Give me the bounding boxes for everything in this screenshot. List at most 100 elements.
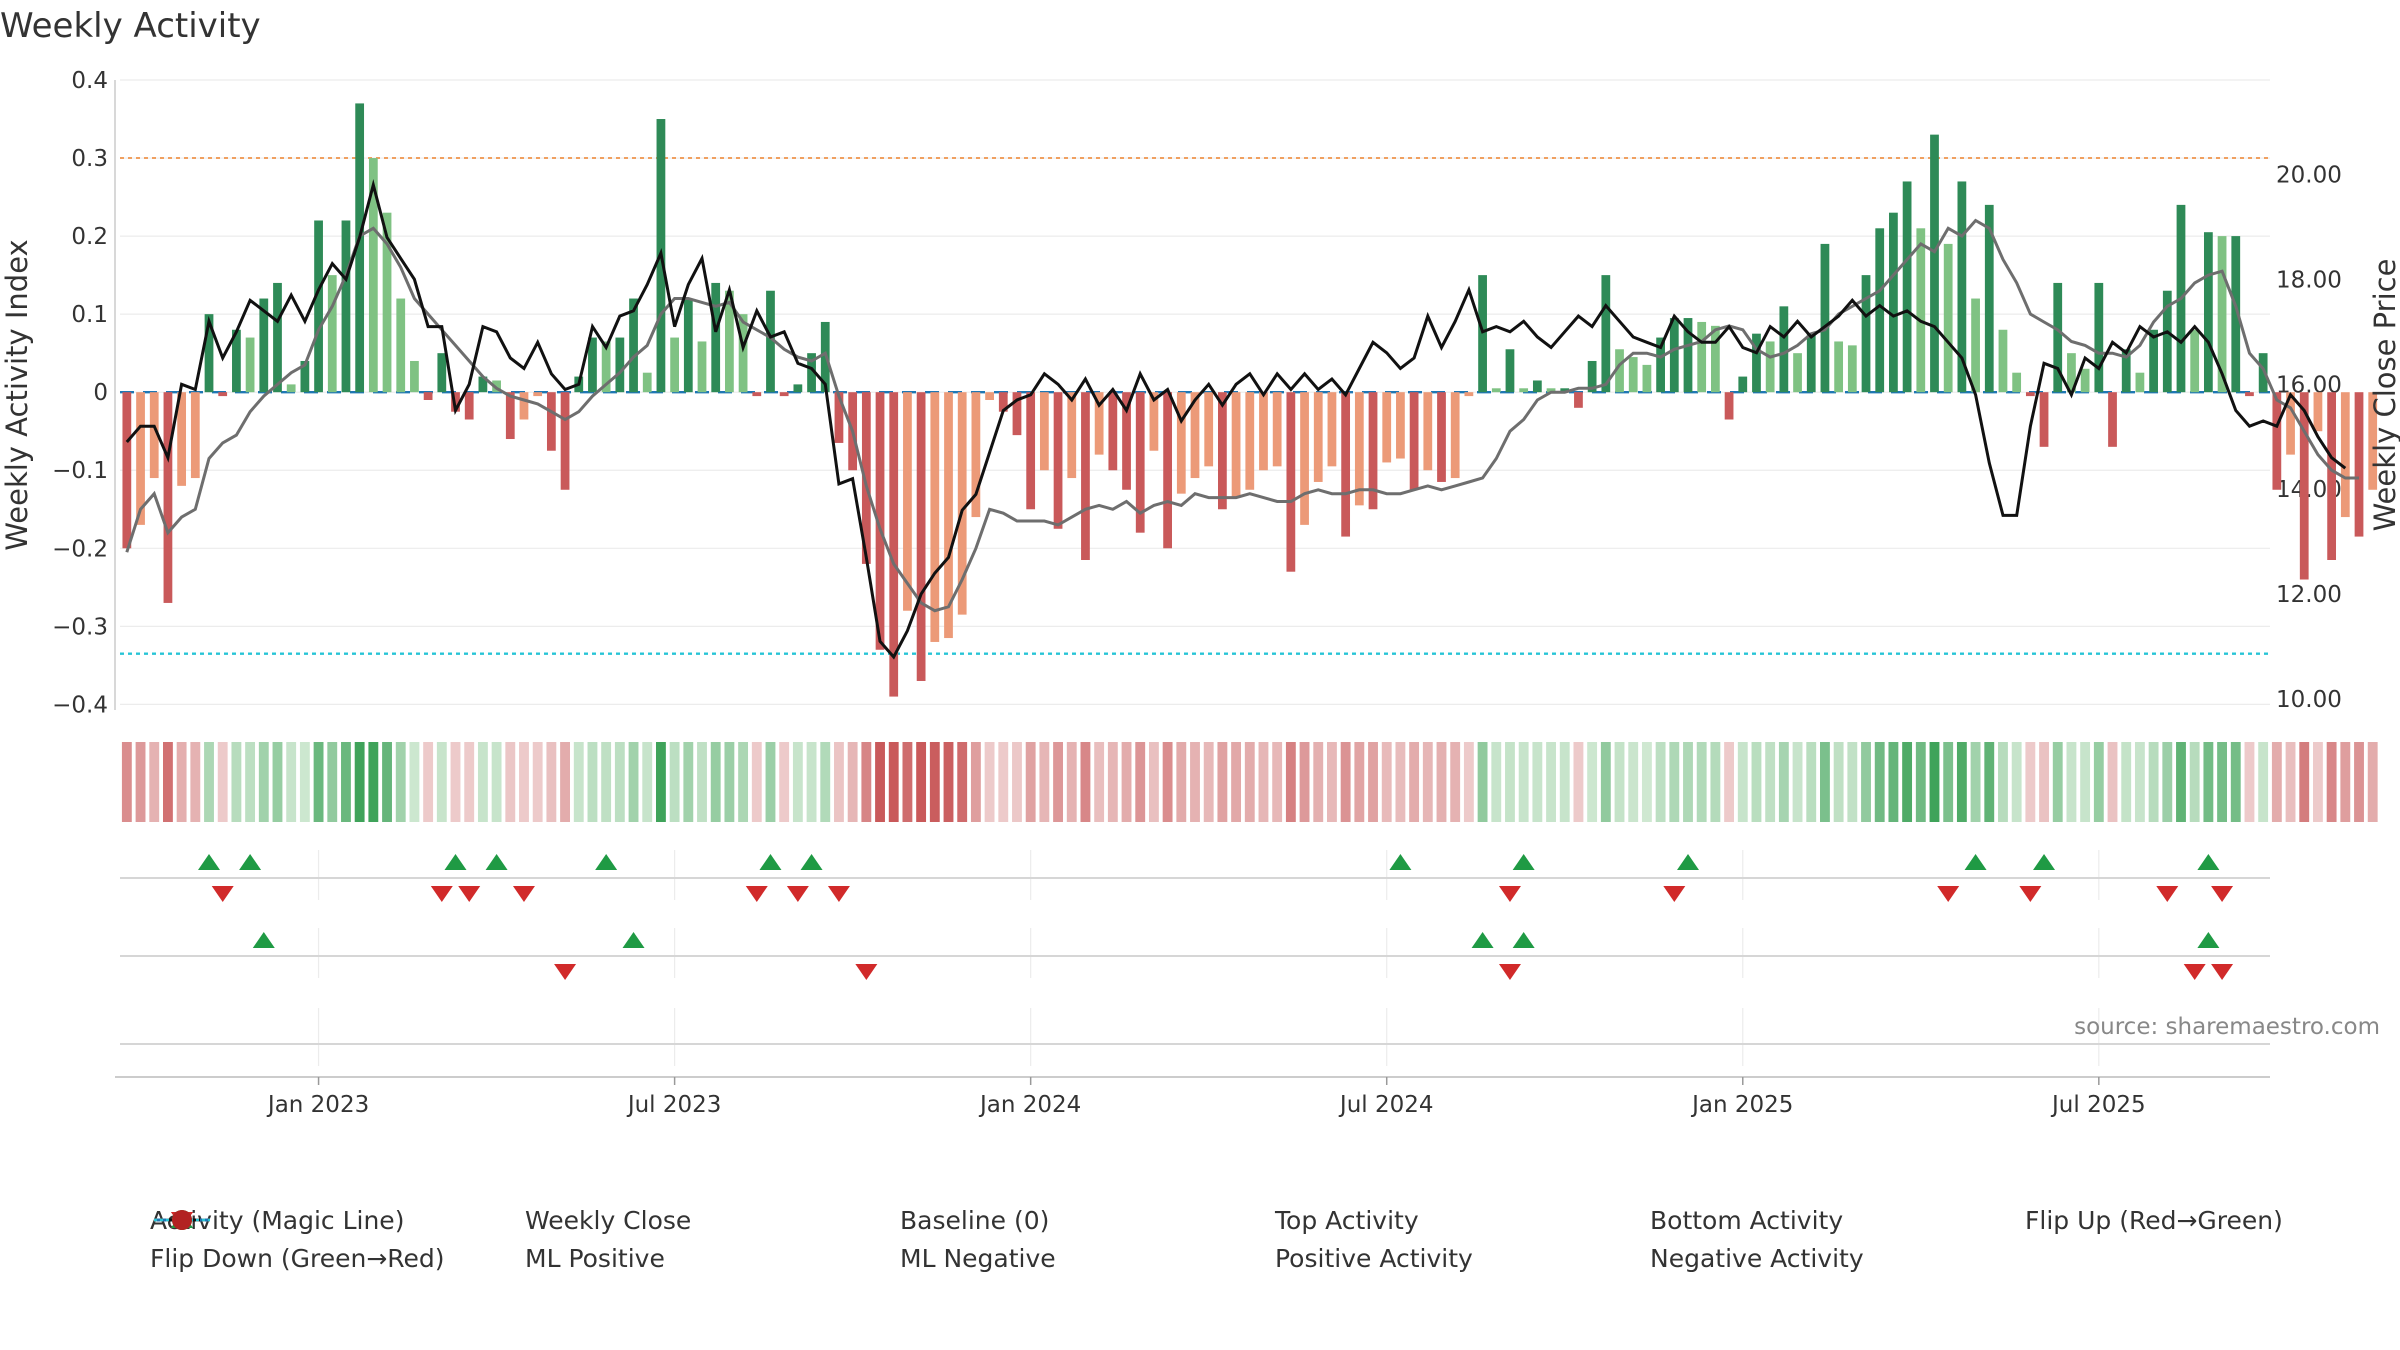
ribbon-cell	[1066, 742, 1077, 822]
chart-title: Weekly Activity	[0, 6, 261, 46]
legend-label: Weekly Close	[525, 1205, 692, 1235]
ribbon-cell	[1463, 742, 1474, 822]
activity-bar	[1697, 321, 1707, 393]
ribbon-cell	[1258, 742, 1269, 822]
ribbon-cell	[505, 742, 516, 822]
activity-bar	[136, 392, 145, 525]
ribbon-cell	[642, 742, 653, 822]
activity-bar	[1943, 243, 1953, 393]
legend: Activity (Magic Line) Weekly Close Baselin…	[150, 1205, 2390, 1273]
activity-bar	[971, 392, 981, 518]
activity-bar	[2231, 236, 2241, 393]
activity-bar	[903, 392, 912, 611]
activity-bar	[2203, 232, 2213, 393]
ribbon-cell	[1409, 742, 1420, 822]
activity-bar	[1834, 341, 1844, 393]
y2-axis-label: Weekly Close Price	[2368, 259, 2400, 532]
ribbon-cell	[2354, 742, 2364, 822]
activity-bar	[410, 360, 419, 393]
flip-down-marker	[430, 886, 453, 902]
activity-bar	[1711, 325, 1720, 393]
activity-bar	[2354, 392, 2364, 537]
ribbon-cell	[2066, 742, 2077, 822]
ribbon-cell	[669, 742, 680, 822]
ml-negative-marker	[554, 964, 577, 980]
ribbon-cell	[176, 742, 187, 822]
activity-bar	[1916, 228, 1926, 393]
activity-bar	[1587, 360, 1597, 393]
activity-bar	[1313, 392, 1323, 482]
activity-bar	[533, 392, 543, 397]
activity-bar	[2162, 290, 2172, 393]
ribbon-cell	[2258, 742, 2269, 822]
activity-bar	[711, 282, 721, 393]
ribbon-cell	[1272, 742, 1283, 822]
ribbon-cell	[2039, 742, 2049, 822]
activity-bar	[2327, 392, 2337, 560]
activity-bar	[1505, 349, 1515, 393]
ribbon-cell	[834, 742, 844, 822]
activity-bar	[1642, 364, 1652, 393]
activity-bar	[875, 392, 885, 650]
flip-up-marker	[1964, 854, 1987, 870]
ribbon-cell	[1518, 742, 1529, 822]
activity-bar	[1902, 181, 1912, 393]
ribbon-cell	[2244, 742, 2255, 822]
flip-up-marker	[595, 854, 618, 870]
ml-positive-marker	[1471, 932, 1494, 948]
activity-bar	[1012, 392, 1022, 436]
ribbon-cell	[217, 742, 228, 822]
activity-bar	[2258, 353, 2268, 393]
ribbon-cell	[519, 742, 529, 822]
ribbon-cell	[1285, 742, 1296, 822]
activity-bar	[1341, 392, 1351, 537]
activity-bar	[752, 392, 762, 397]
ml-positive-marker	[2197, 932, 2220, 948]
y-axis-left: 0.4 0.3 0.2 0.1 0 −0.1 −0.2 −0.3 −0.4	[52, 68, 108, 718]
activity-bar	[2368, 392, 2378, 490]
ribbon-cell	[546, 742, 557, 822]
y-tick-label: 0.3	[71, 146, 108, 172]
ribbon-cell	[1135, 742, 1146, 822]
activity-bars	[122, 103, 2378, 697]
ribbon-cell	[1614, 742, 1625, 822]
activity-bar	[1149, 392, 1159, 451]
legend-item: ML Negative	[171, 1212, 1275, 1273]
ribbon-cell	[272, 742, 283, 822]
activity-bar	[916, 392, 926, 681]
activity-bar	[793, 384, 803, 393]
activity-bar	[588, 337, 597, 393]
ribbon-cell	[2340, 742, 2351, 822]
legend-item: Negative Activity	[172, 1210, 2025, 1273]
activity-bar	[697, 341, 707, 393]
ribbon-cell	[327, 742, 338, 822]
ribbon-cell	[1833, 742, 1844, 822]
y-tick-label: −0.3	[52, 614, 108, 640]
flip-up-marker	[485, 854, 508, 870]
activity-bar	[341, 220, 351, 393]
activity-bar	[683, 298, 693, 393]
ribbon-cell	[1080, 742, 1091, 822]
ribbon-cell	[1354, 742, 1365, 822]
activity-bar	[738, 314, 748, 393]
ribbon-cell	[2203, 742, 2214, 822]
ribbon-cell	[1327, 742, 1337, 822]
activity-bar	[1628, 357, 1638, 393]
legend-item: Baseline (0)	[154, 1205, 1275, 1235]
ribbon-cell	[1710, 742, 1721, 822]
ribbon-cell	[1190, 742, 1200, 822]
activity-bar	[1382, 392, 1392, 463]
ml-positive-marker	[622, 932, 645, 948]
flip-up-marker	[444, 854, 467, 870]
ribbon-cell	[888, 742, 899, 822]
flip-down-marker	[1663, 886, 1686, 902]
activity-bar	[2094, 282, 2104, 393]
red-circle-icon	[172, 1210, 192, 1230]
activity-bar	[1218, 392, 1227, 510]
ribbon-cell	[655, 742, 666, 822]
activity-bar	[464, 392, 474, 420]
activity-bar	[1847, 345, 1857, 393]
ribbon-cell	[2148, 742, 2159, 822]
ribbon-cell	[464, 742, 475, 822]
ribbon-cell	[395, 742, 406, 822]
